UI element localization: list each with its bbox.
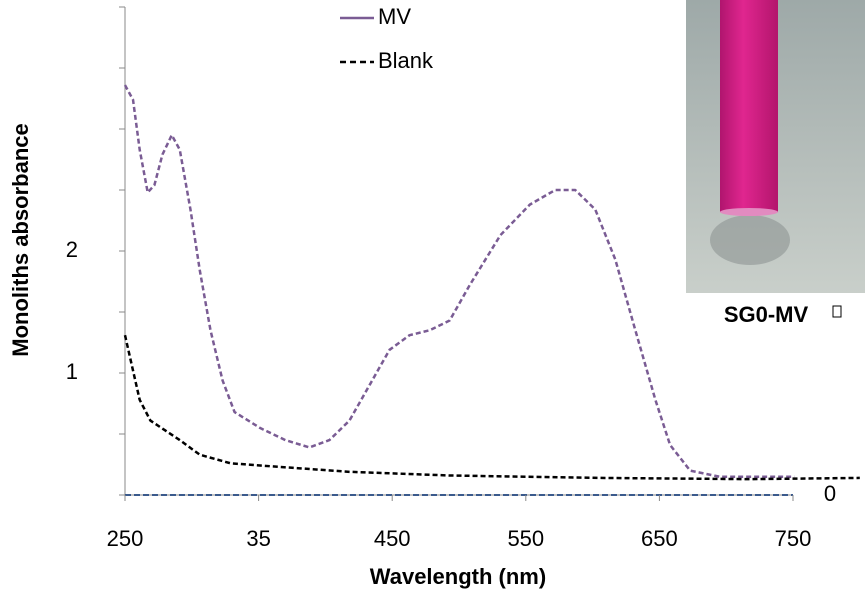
x-tick-label: 650 [641, 526, 678, 551]
x-tick-label: 250 [107, 526, 144, 551]
legend-label: MV [378, 4, 411, 29]
y-tick-label: 1 [66, 359, 78, 384]
x-tick-label: 450 [374, 526, 411, 551]
y-tick-label: 2 [66, 237, 78, 262]
y-axis-label: Monoliths absorbance [8, 123, 33, 356]
series-line [123, 84, 795, 478]
image-caption: SG0-MV [724, 302, 809, 327]
sample-photo [686, 0, 865, 293]
x-axis-label: Wavelength (nm) [370, 564, 546, 589]
x-tick-label: 750 [775, 526, 812, 551]
x-tick-label: 35 [246, 526, 270, 551]
series-line [123, 334, 860, 481]
y-tick-label: 0 [824, 481, 836, 506]
x-tick-label: 550 [507, 526, 544, 551]
legend-label: Blank [378, 48, 434, 73]
missing-glyph [832, 305, 842, 318]
